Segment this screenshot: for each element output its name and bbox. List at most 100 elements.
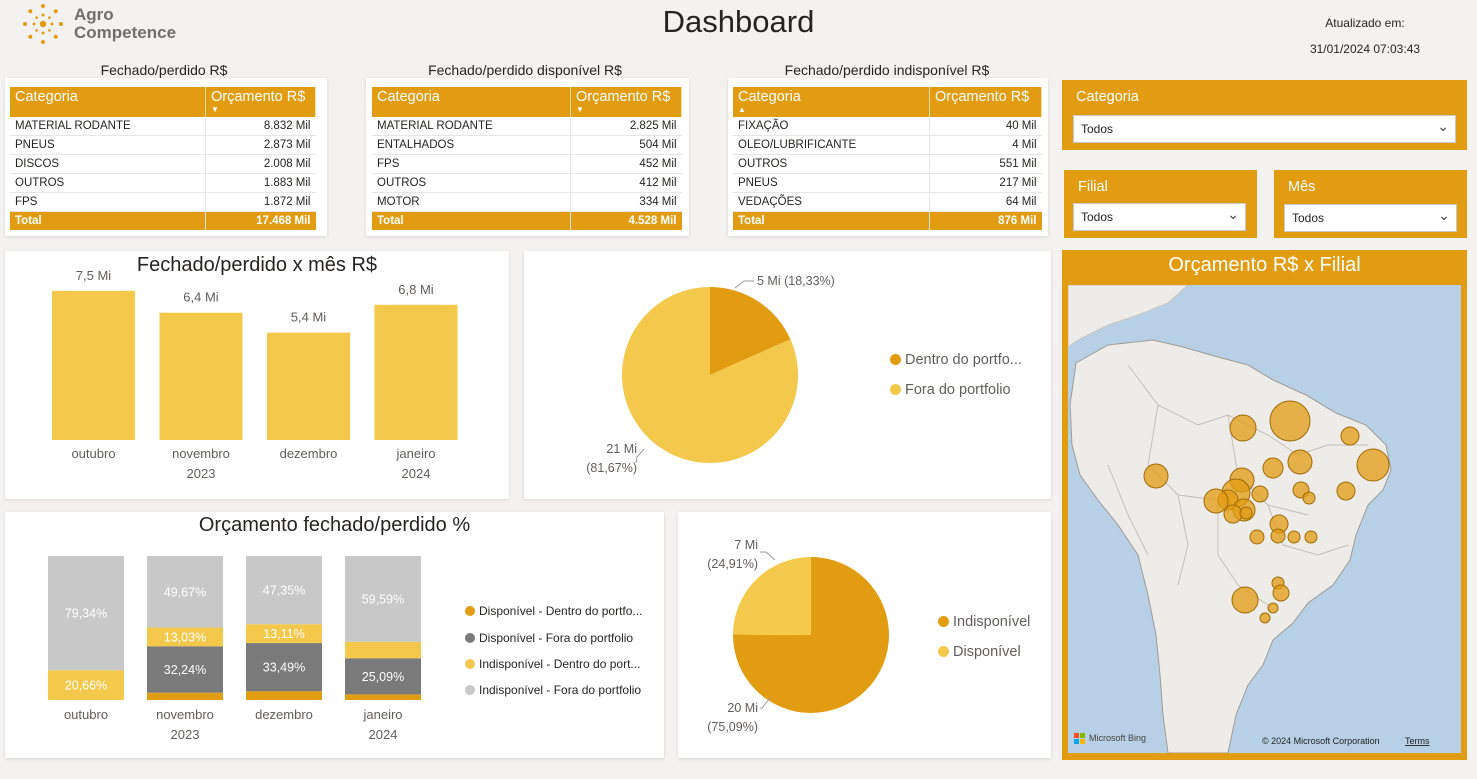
cell-value: 1.883 Mil xyxy=(205,173,316,193)
slicer-mes: Mês Todos ⌄ xyxy=(1274,170,1467,238)
legend-swatch xyxy=(465,659,475,669)
stacked-bar-segment xyxy=(147,627,223,647)
table-row[interactable]: DISCOS 2.008 Mil xyxy=(10,154,316,174)
table-row[interactable]: FIXAÇÃO 40 Mil xyxy=(733,117,1042,136)
last-updated: Atualizado em: 31/01/2024 07:03:43 xyxy=(1270,10,1460,62)
dropdown-value: Todos xyxy=(1081,122,1114,136)
legend-item[interactable]: Disponível - Dentro do portfo... xyxy=(465,604,642,618)
slicer-filial: Filial Todos ⌄ xyxy=(1064,170,1257,238)
table-row[interactable]: PNEUS 2.873 Mil xyxy=(10,135,316,155)
slicer-categoria-label: Categoria xyxy=(1076,89,1139,105)
column-header-categoria[interactable]: Categoria ▲ xyxy=(733,87,930,117)
legend-item[interactable]: Disponível xyxy=(938,644,1021,660)
column-header-categoria[interactable]: Categoria xyxy=(10,87,206,117)
column-header-categoria[interactable]: Categoria xyxy=(372,87,571,117)
legend-item[interactable]: Indisponível xyxy=(938,614,1030,630)
x-tick-year-label: 2024 xyxy=(369,727,398,742)
chevron-down-icon: ⌄ xyxy=(1437,118,1449,134)
cell-category: VEDAÇÕES xyxy=(733,192,930,212)
stacked-data-label: 59,59% xyxy=(362,592,404,606)
table-total-row: Total 17.468 Mil xyxy=(10,211,316,230)
x-tick-year-label: 2023 xyxy=(171,727,200,742)
stacked-data-label: 33,49% xyxy=(263,661,305,675)
slicer-categoria-dropdown[interactable]: Todos ⌄ xyxy=(1073,115,1456,143)
table-row[interactable]: OUTROS 1.883 Mil xyxy=(10,173,316,193)
stacked-data-label: 13,03% xyxy=(164,630,206,644)
map-terms-link[interactable]: Terms xyxy=(1405,736,1430,746)
map-title: Orçamento R$ x Filial xyxy=(1168,254,1361,276)
legend-item[interactable]: Disponível - Fora do portfolio xyxy=(465,631,633,645)
cell-value: 217 Mil xyxy=(929,173,1042,193)
stacked-bar-segment xyxy=(48,556,124,671)
total-label: Total xyxy=(10,211,206,230)
table-row[interactable]: OUTROS 551 Mil xyxy=(733,154,1042,174)
stacked-bar-segment xyxy=(246,556,322,625)
x-tick-label: outubro xyxy=(64,707,108,722)
data-table-total: Categoria Orçamento R$ ▼ MATERIAL RODANTE… xyxy=(10,87,316,230)
table-row[interactable]: VEDAÇÕES 64 Mil xyxy=(733,192,1042,212)
stacked-data-label: 20,66% xyxy=(65,679,107,693)
stacked-chart-title: Orçamento fechado/perdido % xyxy=(198,514,471,536)
cell-value: 64 Mil xyxy=(929,192,1042,212)
cell-value: 4 Mil xyxy=(929,135,1042,155)
x-tick-label: novembro xyxy=(156,707,214,722)
column-header-orcamento[interactable]: Orçamento R$ xyxy=(929,87,1042,117)
total-value: 4.528 Mil xyxy=(570,211,682,230)
stacked-bar-segment xyxy=(345,556,421,642)
total-value: 876 Mil xyxy=(929,211,1042,230)
table-total-row: Total 4.528 Mil xyxy=(372,211,682,230)
slicer-mes-dropdown[interactable]: Todos ⌄ xyxy=(1284,204,1457,232)
map-attribution-left: Microsoft Bing xyxy=(1089,733,1146,743)
cell-category: OLEO/LUBRIFICANTE xyxy=(733,135,930,155)
slicer-filial-label: Filial xyxy=(1078,179,1108,195)
bing-logo-icon xyxy=(1074,733,1085,744)
table-row[interactable]: MATERIAL RODANTE 8.832 Mil xyxy=(10,117,316,136)
slicer-filial-dropdown[interactable]: Todos ⌄ xyxy=(1073,203,1246,231)
stacked-bar-segment xyxy=(345,658,421,695)
table-row[interactable]: ENTALHADOS 504 Mil xyxy=(372,135,682,155)
table-row[interactable]: MOTOR 334 Mil xyxy=(372,192,682,212)
cell-category: PNEUS xyxy=(733,173,930,193)
stacked-bar-segment xyxy=(345,694,421,700)
cell-category: OUTROS xyxy=(10,173,206,193)
table-row[interactable]: OLEO/LUBRIFICANTE 4 Mil xyxy=(733,135,1042,155)
cell-value: 2.825 Mil xyxy=(570,117,682,136)
table-row[interactable]: MATERIAL RODANTE 2.825 Mil xyxy=(372,117,682,136)
column-header-orcamento[interactable]: Orçamento R$ ▼ xyxy=(205,87,316,117)
cell-value: 452 Mil xyxy=(570,154,682,174)
pie-data-label: (24,91%) xyxy=(707,557,758,571)
table-row[interactable]: OUTROS 412 Mil xyxy=(372,173,682,193)
sort-desc-icon: ▼ xyxy=(576,105,584,114)
stacked-data-label: 47,35% xyxy=(263,584,305,598)
stacked-bar-segment xyxy=(345,641,421,659)
total-value: 17.468 Mil xyxy=(205,211,316,230)
x-tick-label: janeiro xyxy=(395,446,435,461)
slicer-categoria: Categoria Todos ⌄ xyxy=(1062,80,1467,150)
legend-item[interactable]: Dentro do portfo... xyxy=(890,352,1022,368)
legend-label: Disponível - Fora do portfolio xyxy=(479,631,634,645)
column-header-label: Orçamento R$ xyxy=(211,89,306,105)
column-header-orcamento[interactable]: Orçamento R$ ▼ xyxy=(570,87,682,117)
total-label: Total xyxy=(733,211,930,230)
pie-data-label: 5 Mi (18,33%) xyxy=(757,274,835,288)
legend-label: Indisponível - Dentro do port... xyxy=(479,657,641,671)
bar xyxy=(52,290,135,440)
legend-item[interactable]: Indisponível - Fora do portfolio xyxy=(465,683,641,697)
table-row[interactable]: PNEUS 217 Mil xyxy=(733,173,1042,193)
table-row[interactable]: FPS 452 Mil xyxy=(372,154,682,174)
legend-item[interactable]: Indisponível - Dentro do port... xyxy=(465,657,640,671)
chevron-down-icon: ⌄ xyxy=(1438,207,1450,223)
location-bubbles[interactable] xyxy=(1143,400,1390,624)
pie-slice xyxy=(622,287,798,463)
cell-value: 551 Mil xyxy=(929,154,1042,174)
cell-value: 504 Mil xyxy=(570,135,682,155)
legend-item[interactable]: Fora do portfolio xyxy=(890,382,1011,398)
map-view[interactable]: Microsoft Bing © 2024 Microsoft Corporat… xyxy=(1068,285,1461,753)
legend-label: Fora do portfolio xyxy=(905,382,1011,398)
cell-category: PNEUS xyxy=(10,135,206,155)
data-table-available: Categoria Orçamento R$ ▼ MATERIAL RODANTE… xyxy=(372,87,682,230)
x-tick-label: novembro xyxy=(172,446,230,461)
x-tick-year-label: 2023 xyxy=(187,466,216,481)
table-row[interactable]: FPS 1.872 Mil xyxy=(10,192,316,212)
sort-asc-icon: ▲ xyxy=(738,105,746,114)
